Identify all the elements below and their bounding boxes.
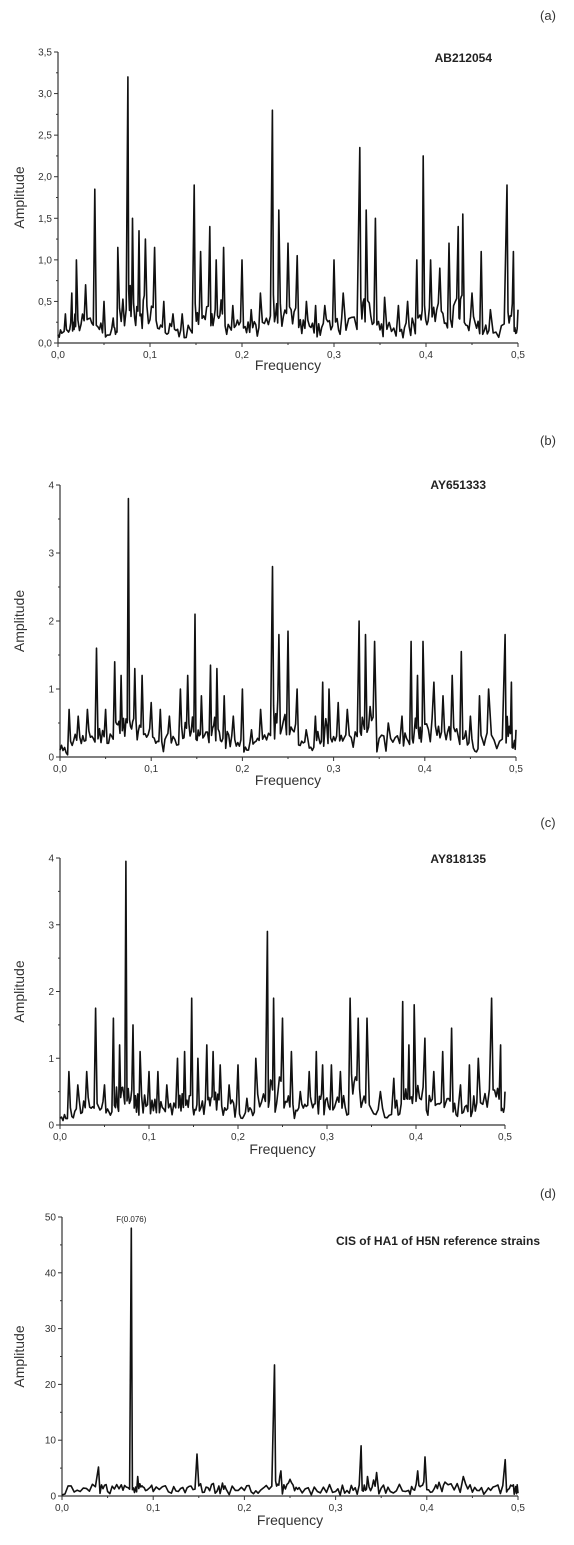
y-tick-label: 40	[45, 1268, 57, 1279]
x-tick-label: 0,2	[235, 764, 249, 775]
chart-panel-c: 0 1 2 3 4 0,0 0,1 0,2 0,3 0,4 0,5 Frequency Amplitud…	[0, 805, 574, 1175]
x-axis-title: Frequency	[255, 772, 321, 788]
y-tick-label: 20	[45, 1380, 57, 1391]
y-tick-label: 3,5	[38, 48, 52, 59]
spectrum-line	[59, 860, 506, 1122]
y-tick-label: 0,5	[38, 297, 52, 308]
x-tick-label: 0,4	[420, 1503, 434, 1514]
x-tick-label: 0,0	[53, 1132, 67, 1143]
y-tick-label: 2,5	[38, 131, 52, 142]
x-tick-label: 0,4	[418, 764, 432, 775]
panel-label: (a)	[540, 8, 556, 23]
x-tick-label: 0,0	[55, 1503, 69, 1514]
chart-b: 0 1 2 3 4 0,0 0,1 0,2 0,3 0,4 0,5 Frequency Amplitud…	[11, 433, 556, 788]
x-tick-label: 0,3	[329, 1503, 343, 1514]
y-tick-label: 1	[48, 685, 54, 696]
peak-annotation: F(0.076)	[116, 1215, 147, 1224]
x-tick-label: 0,1	[144, 764, 158, 775]
x-tick-label: 0,5	[511, 350, 525, 361]
spectrum-line	[57, 76, 519, 339]
chart-title: AB212054	[435, 51, 493, 65]
y-tick-label: 3	[48, 920, 54, 931]
chart-title: CIS of HA1 of H5N reference strains	[336, 1234, 540, 1248]
y-tick-label: 50	[45, 1213, 57, 1224]
x-tick-label: 0,5	[511, 1503, 525, 1514]
x-axis-title: Frequency	[257, 1512, 323, 1528]
spectrum-line	[61, 1227, 519, 1496]
y-tick-label: 3,0	[38, 89, 52, 100]
y-tick-label: 0,0	[38, 339, 52, 350]
x-tick-label: 0,0	[51, 350, 65, 361]
x-tick-label: 0,1	[142, 1132, 156, 1143]
spectrum-line	[59, 497, 517, 756]
y-tick-label: 0	[50, 1492, 56, 1503]
x-axis-title: Frequency	[249, 1141, 315, 1157]
chart-title: AY651333	[430, 478, 486, 492]
y-axis-title: Amplitude	[11, 960, 27, 1022]
y-tick-label: 2	[48, 987, 54, 998]
y-axis-title: Amplitude	[11, 166, 27, 228]
x-tick-label: 0,1	[143, 350, 157, 361]
y-tick-label: 4	[48, 481, 54, 492]
y-axis-title: Amplitude	[11, 590, 27, 652]
x-axis-title: Frequency	[255, 357, 321, 373]
x-tick-label: 0,2	[235, 350, 249, 361]
x-tick-label: 0,3	[327, 350, 341, 361]
y-tick-label: 0	[48, 1121, 54, 1132]
x-tick-label: 0,2	[237, 1503, 251, 1514]
panel-label: (d)	[540, 1186, 556, 1201]
chart-panel-a: 0,0 0,5 1,0 1,5 2,0 2,5 3,0 3,5 0,0 0,1 0,2 0,3 0,4 0…	[0, 0, 574, 385]
y-tick-label: 10	[45, 1436, 57, 1447]
x-tick-label: 0,3	[327, 764, 341, 775]
panel-label: (c)	[540, 815, 555, 830]
y-tick-label: 1,0	[38, 255, 52, 266]
x-tick-label: 0,1	[146, 1503, 160, 1514]
x-tick-label: 0,3	[320, 1132, 334, 1143]
chart-title: AY818135	[430, 852, 486, 866]
y-tick-label: 30	[45, 1324, 57, 1335]
x-tick-label: 0,5	[498, 1132, 512, 1143]
y-tick-label: 3	[48, 549, 54, 560]
y-axis-title: Amplitude	[11, 1325, 27, 1387]
chart-panel-b: 0 1 2 3 4 0,0 0,1 0,2 0,3 0,4 0,5 Frequency Amplitud…	[0, 385, 574, 805]
x-tick-label: 0,4	[419, 350, 433, 361]
x-tick-label: 0,5	[509, 764, 523, 775]
chart-c: 0 1 2 3 4 0,0 0,1 0,2 0,3 0,4 0,5 Frequency Amplitud…	[11, 815, 556, 1157]
chart-d: 0 10 20 30 40 50 0,0 0,1 0,2 0,3 0,4 0,5 Frequency Am…	[11, 1186, 556, 1528]
y-tick-label: 2	[48, 617, 54, 628]
y-tick-label: 1,5	[38, 214, 52, 225]
panel-label: (b)	[540, 433, 556, 448]
x-tick-label: 0,0	[53, 764, 67, 775]
chart-a: 0,0 0,5 1,0 1,5 2,0 2,5 3,0 3,5 0,0 0,1 0,2 0,3 0,4 0…	[11, 8, 556, 373]
chart-panel-d: 0 10 20 30 40 50 0,0 0,1 0,2 0,3 0,4 0,5 Frequency Am…	[0, 1175, 574, 1545]
y-tick-label: 0	[48, 753, 54, 764]
y-tick-label: 4	[48, 854, 54, 865]
x-tick-label: 0,2	[231, 1132, 245, 1143]
y-tick-label: 2,0	[38, 172, 52, 183]
x-tick-label: 0,4	[409, 1132, 423, 1143]
y-tick-label: 1	[48, 1054, 54, 1065]
